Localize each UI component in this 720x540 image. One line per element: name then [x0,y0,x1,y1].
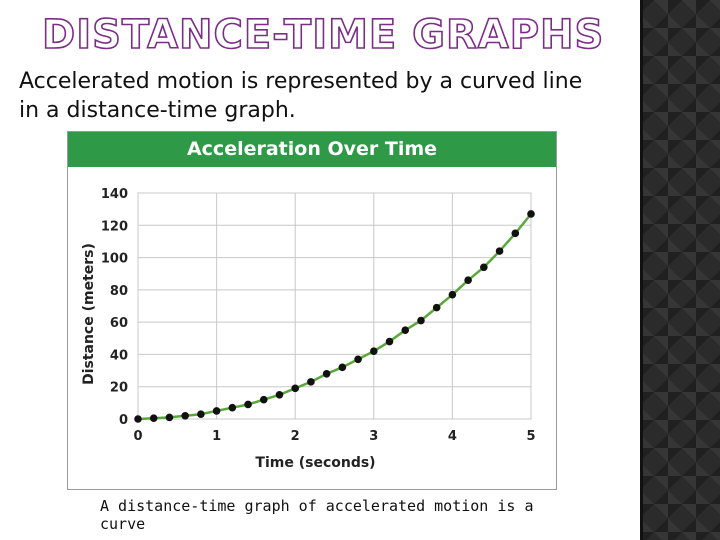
y-tick-label: 20 [110,381,128,396]
slide-title-text: DISTANCE-TIME GRAPHS [42,12,604,58]
chart-plot: 0 20 40 60 80 100 120 140 0 1 2 3 4 5 Time (seconds) Di… [81,187,536,471]
data-point [480,263,488,272]
data-point [244,400,252,409]
x-tick-label: 5 [526,429,535,444]
data-point [212,407,221,415]
data-point [259,395,268,404]
data-point [495,247,504,255]
y-tick-label: 100 [101,252,128,267]
data-point [527,210,535,218]
y-axis-label: Distance (meters) [81,243,97,385]
data-point [181,411,189,420]
chart: Acceleration Over Time 0 20 40 60 80 100 120 14… [67,131,557,490]
data-point [448,290,457,299]
x-tick-label: 0 [133,429,142,444]
data-point [165,413,174,422]
y-tick-label: 60 [110,316,128,331]
data-point [134,415,142,423]
decorative-side-panel [640,0,720,540]
intro-text: Accelerated motion is represented by a c… [19,69,583,123]
plot-area [137,192,532,420]
data-point [354,355,362,364]
chart-caption: A distance-time graph of accelerated mot… [100,497,534,533]
data-point [385,337,394,346]
y-tick-label: 40 [110,348,128,363]
data-point [432,303,441,312]
slide-title: DISTANCE-TIME GRAPHS [41,11,604,59]
data-point [307,378,315,386]
y-tick-label: 140 [101,187,128,202]
y-tick-label: 120 [101,219,128,234]
data-point [464,276,472,284]
y-tick-label: 80 [110,284,128,299]
data-point [228,403,237,412]
data-point [322,370,331,378]
y-tick-label: 0 [119,413,128,428]
data-point [338,363,347,372]
chart-title: Acceleration Over Time [68,132,556,167]
data-point [275,390,284,399]
x-axis-label: Time (seconds) [255,455,375,471]
data-point [291,384,299,393]
x-tick-label: 2 [291,429,300,444]
data-point [149,414,158,422]
data-point [511,229,520,238]
data-point [370,347,378,355]
data-point [197,410,205,418]
x-tick-label: 4 [448,429,457,444]
data-point [401,326,410,335]
x-tick-label: 1 [212,429,221,444]
x-tick-label: 3 [369,429,378,444]
data-point [417,316,425,325]
